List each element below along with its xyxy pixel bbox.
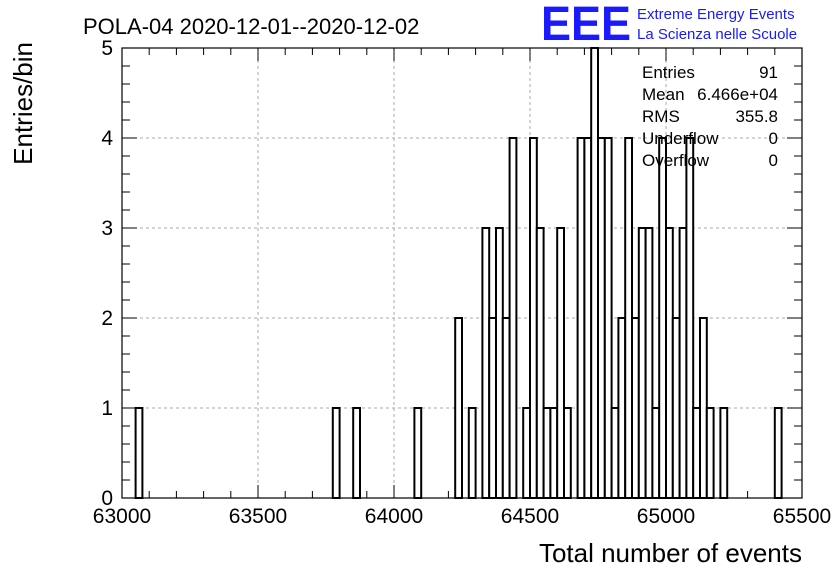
- histogram-bin: [624, 137, 634, 499]
- histogram-bin: [773, 407, 783, 499]
- histogram-bin: [529, 137, 538, 499]
- stats-overflow-label: Overflow: [642, 151, 710, 170]
- histogram-bin: [495, 227, 504, 499]
- histogram-bin: [331, 407, 341, 499]
- histogram-bin: [454, 317, 464, 499]
- histogram-bin: [651, 407, 661, 499]
- x-tick-label: 63000: [93, 505, 151, 528]
- histogram-bin: [583, 137, 593, 499]
- axis-ticks: [121, 47, 803, 499]
- x-tick-label: 64000: [365, 505, 423, 528]
- x-tick-label: 64500: [501, 505, 559, 528]
- histogram-bin: [549, 407, 559, 499]
- y-tick-label: 4: [101, 127, 113, 150]
- histogram-bin: [637, 227, 647, 499]
- y-axis-title: Entries/bin: [8, 42, 38, 165]
- y-tick-labels: 0 1 2 3 4 5: [101, 37, 113, 510]
- stats-rms-label: RMS: [642, 107, 680, 126]
- stats-mean-value: 6.466e+04: [697, 85, 778, 104]
- histogram-bin: [535, 227, 545, 499]
- logo-line1: Extreme Energy Events: [637, 6, 795, 23]
- stats-underflow-label: Underflow: [642, 129, 719, 148]
- histogram-bin: [719, 407, 729, 499]
- x-axis-title: Total number of events: [539, 538, 802, 568]
- x-tick-label: 63500: [229, 505, 287, 528]
- plot-frame: [121, 47, 803, 499]
- chart-title: POLA-04 2020-12-01--2020-12-02: [83, 14, 419, 39]
- histogram-bin: [481, 227, 491, 499]
- histogram-bin: [617, 317, 627, 499]
- x-tick-label: 65000: [637, 505, 695, 528]
- y-tick-label: 1: [101, 397, 113, 420]
- histogram-bin: [658, 137, 668, 499]
- histogram-bin: [590, 47, 600, 499]
- histogram-bin: [610, 407, 620, 499]
- y-tick-label: 2: [101, 307, 113, 330]
- x-tick-labels: 63000 63500 64000 64500 65000 65500: [93, 505, 831, 528]
- logo-mark: EEE: [541, 0, 631, 51]
- histogram-bin: [705, 407, 715, 499]
- histogram-bin: [134, 407, 144, 499]
- stats-underflow-value: 0: [769, 129, 778, 148]
- histogram-bin: [563, 407, 572, 499]
- histogram-bin: [488, 317, 498, 499]
- histogram-bin: [671, 317, 681, 499]
- stats-entries-value: 91: [759, 63, 778, 82]
- stats-overflow-value: 0: [769, 151, 778, 170]
- histogram-bin: [508, 137, 518, 499]
- y-tick-label: 5: [101, 37, 113, 60]
- histogram-bin: [501, 317, 511, 499]
- histogram-bin: [692, 407, 702, 499]
- stats-entries-label: Entries: [642, 63, 695, 82]
- stats-rms-value: 355.8: [735, 107, 778, 126]
- histogram-bin: [467, 407, 477, 499]
- histogram-bin: [522, 407, 532, 499]
- histogram-bin: [685, 137, 695, 499]
- histogram-bin: [631, 317, 640, 499]
- x-tick-label: 65500: [773, 505, 831, 528]
- histogram-bin: [556, 227, 566, 499]
- y-tick-label: 3: [101, 217, 113, 240]
- histogram-bin: [699, 317, 708, 499]
- histogram-bin: [597, 137, 606, 499]
- histogram-bin: [576, 137, 586, 499]
- y-tick-label: 0: [101, 487, 113, 510]
- eee-logo: EEE Extreme Energy Events La Scienza nel…: [541, 0, 797, 51]
- histogram-bin: [352, 407, 362, 499]
- logo-line2: La Scienza nelle Scuole: [637, 26, 797, 43]
- histogram-bin: [644, 227, 654, 499]
- stats-mean-label: Mean: [642, 85, 685, 104]
- histogram-bins: [134, 47, 783, 499]
- histogram-bin: [678, 227, 688, 499]
- histogram-bin: [603, 137, 613, 499]
- histogram-bin: [665, 227, 674, 499]
- stats-box: Entries 91 Mean 6.466e+04 RMS 355.8 Unde…: [642, 63, 778, 170]
- histogram-bin: [413, 407, 423, 499]
- histogram-bin: [542, 407, 552, 499]
